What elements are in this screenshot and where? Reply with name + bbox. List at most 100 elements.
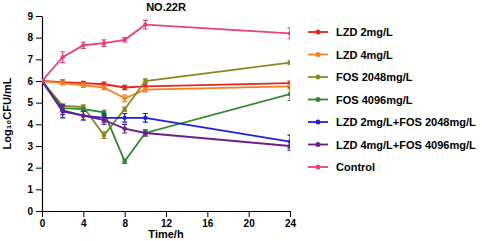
y-axis: 0 1 2 3 4 5 6 7 8 9: [27, 11, 42, 217]
error-bar: [122, 85, 127, 89]
error-bar: [122, 95, 127, 102]
y-tick-label: 1: [27, 184, 33, 195]
y-tick-label: 0: [27, 206, 33, 217]
marker: [81, 113, 85, 117]
series-line: [42, 25, 290, 81]
legend-marker: [316, 165, 321, 170]
x-tick-label: 4: [81, 218, 87, 229]
x-tick: 16: [202, 211, 214, 229]
y-tick-label: 9: [27, 11, 33, 22]
marker: [122, 159, 126, 163]
x-tick: 8: [122, 211, 128, 229]
error-bar: [102, 116, 107, 125]
error-bar: [122, 107, 127, 111]
legend-item: FOS 4096mg/L: [308, 94, 413, 106]
x-tick-mark: [83, 211, 84, 217]
marker: [60, 55, 64, 59]
x-tick-label: 24: [285, 218, 297, 229]
marker: [42, 79, 44, 83]
y-tick-label: 7: [27, 54, 33, 65]
error-bar: [143, 130, 148, 137]
marker: [42, 79, 44, 83]
y-tick-mark: [36, 146, 42, 147]
marker: [143, 79, 147, 83]
error-bar: [143, 20, 148, 29]
error-bar: [122, 114, 127, 123]
marker: [102, 118, 106, 122]
legend-marker: [316, 120, 321, 125]
y-tick-mark: [36, 38, 42, 39]
legend-marker: [316, 52, 321, 57]
series-line: [42, 81, 290, 161]
chart: 048121620240123456789NO.22RTime/hLog₁₀CF…: [0, 0, 500, 241]
marker: [81, 83, 85, 87]
y-tick: 5: [27, 97, 42, 108]
x-tick: 20: [244, 211, 256, 229]
x-tick-label: 20: [244, 218, 256, 229]
error-bar: [122, 159, 127, 163]
x-tick-mark: [207, 211, 208, 217]
legend-label: LZD 4mg/L+FOS 4096mg/L: [336, 139, 476, 151]
marker: [81, 107, 85, 111]
x-tick-mark: [125, 211, 126, 217]
error-bar: [288, 28, 291, 39]
error-bar: [143, 88, 148, 92]
y-axis-title: Log₁₀CFU/mL: [1, 77, 13, 149]
y-tick: 8: [27, 32, 42, 43]
y-tick: 2: [27, 162, 42, 173]
error-bar: [102, 85, 107, 89]
data-area: [42, 20, 290, 163]
x-axis: 04812162024: [40, 211, 297, 229]
plot: 048121620240123456789: [27, 11, 296, 229]
marker: [60, 81, 64, 85]
error-bar: [81, 42, 86, 49]
error-bar: [122, 124, 127, 133]
y-tick-mark: [36, 16, 42, 17]
error-bar: [288, 61, 291, 64]
y-tick-mark: [36, 103, 42, 104]
legend-item: LZD 4mg/L: [308, 49, 393, 61]
marker: [288, 144, 290, 148]
y-tick-mark: [36, 211, 42, 212]
error-bar: [81, 111, 86, 120]
x-tick-label: 0: [40, 218, 46, 229]
y-axis-line: [42, 17, 43, 212]
y-tick: 0: [27, 206, 42, 217]
legend-item: Control: [308, 161, 375, 173]
y-tick-label: 2: [27, 162, 33, 173]
error-bar: [143, 131, 148, 135]
marker: [288, 92, 290, 96]
x-tick-label: 8: [122, 218, 128, 229]
marker: [143, 131, 147, 135]
marker: [288, 60, 290, 64]
legend: LZD 2mg/LLZD 4mg/LFOS 2048mg/LFOS 4096mg…: [308, 26, 476, 173]
error-bar: [81, 107, 86, 111]
y-tick-label: 5: [27, 97, 33, 108]
legend-marker: [316, 75, 321, 80]
error-bar: [102, 40, 107, 47]
marker: [81, 43, 85, 47]
marker: [143, 87, 147, 91]
y-tick-mark: [36, 168, 42, 169]
marker: [42, 79, 44, 83]
legend-item: LZD 4mg/L+FOS 4096mg/L: [308, 139, 476, 151]
marker: [81, 113, 85, 117]
series: [42, 79, 290, 164]
x-tick-mark: [42, 211, 43, 217]
marker: [42, 79, 44, 83]
marker: [42, 79, 44, 83]
marker: [122, 85, 126, 89]
x-tick: 4: [81, 211, 87, 229]
y-tick-label: 4: [27, 119, 33, 130]
series: [42, 20, 290, 83]
legend-item: LZD 2mg/L+FOS 2048mg/L: [308, 116, 476, 128]
legend-label: FOS 4096mg/L: [336, 94, 413, 106]
legend-marker: [316, 30, 321, 35]
y-tick: 6: [27, 76, 42, 87]
error-bar: [143, 114, 148, 123]
marker: [102, 133, 106, 137]
y-tick-mark: [36, 81, 42, 82]
y-tick-label: 3: [27, 141, 33, 152]
x-tick-label: 16: [202, 218, 214, 229]
error-bar: [102, 114, 107, 123]
